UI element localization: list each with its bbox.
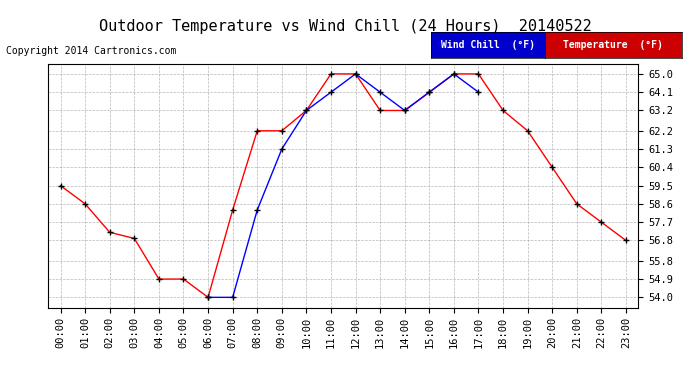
Text: Copyright 2014 Cartronics.com: Copyright 2014 Cartronics.com xyxy=(6,46,176,56)
Text: Outdoor Temperature vs Wind Chill (24 Hours)  20140522: Outdoor Temperature vs Wind Chill (24 Ho… xyxy=(99,19,591,34)
Text: Temperature  (°F): Temperature (°F) xyxy=(564,40,663,50)
Text: Wind Chill  (°F): Wind Chill (°F) xyxy=(441,40,535,50)
